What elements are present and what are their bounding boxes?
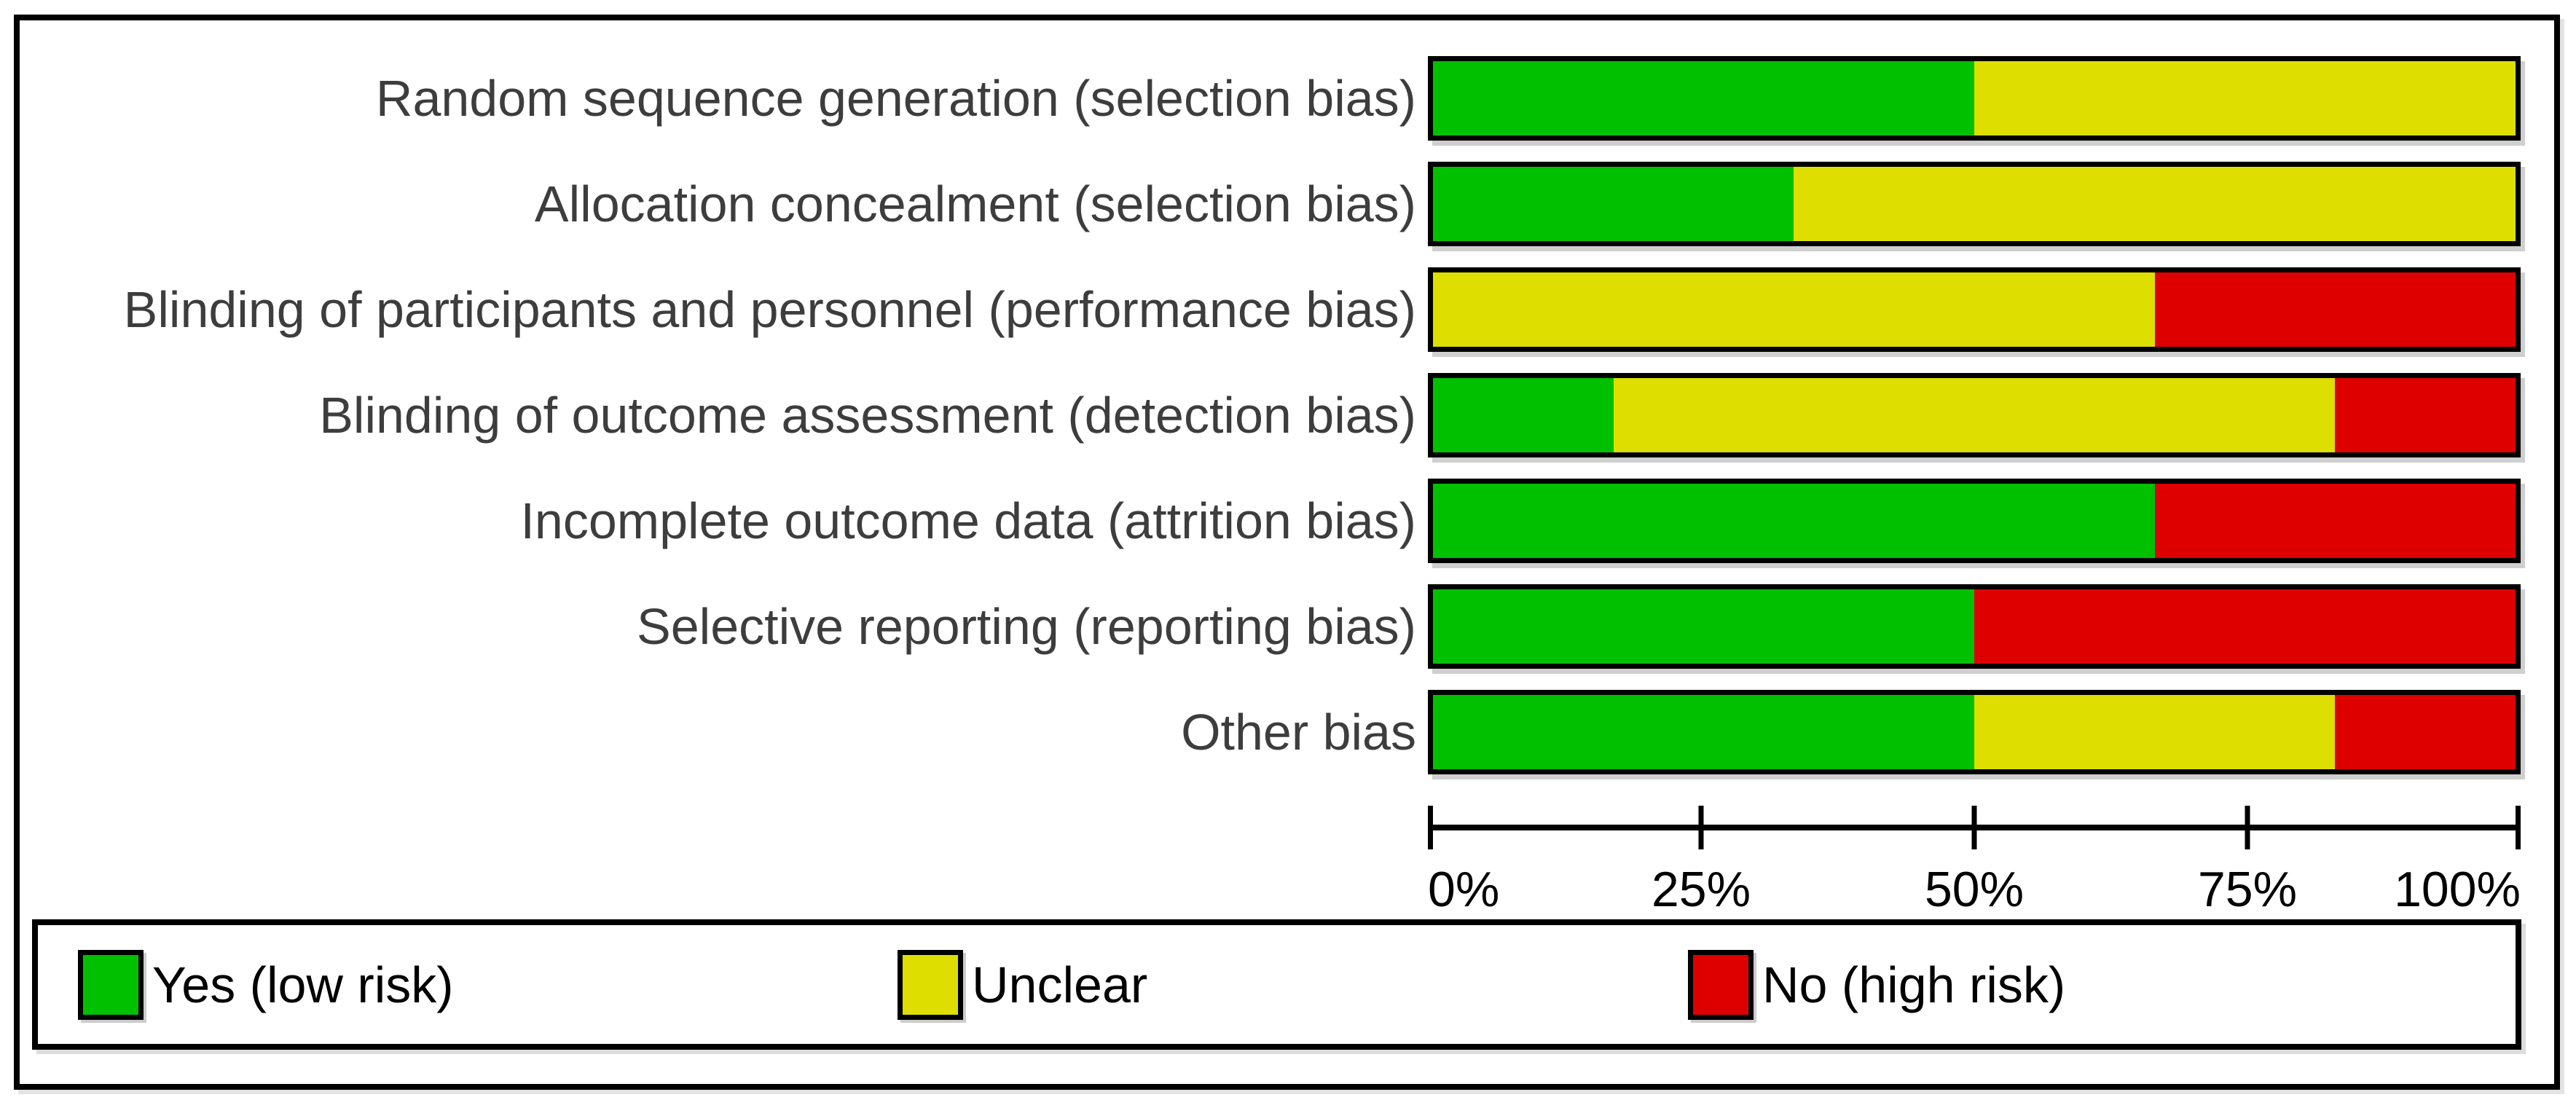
risk-domain-label: Blinding of participants and personnel (…	[123, 281, 1416, 338]
bar-segment-unclear	[1974, 695, 2335, 769]
chart-row: Incomplete outcome data (attrition bias)	[20, 479, 2554, 563]
stacked-bar	[1428, 584, 2521, 669]
bar-segment-high-risk	[2155, 484, 2516, 558]
bar-segment-low-risk	[1433, 695, 1974, 769]
stacked-bar	[1428, 267, 2521, 352]
x-axis: 0% 25% 50% 75% 100%	[1428, 806, 2521, 930]
axis-tick-label: 0%	[1428, 862, 1500, 917]
chart-row: Blinding of participants and personnel (…	[20, 267, 2554, 352]
axis-tick	[1971, 806, 1977, 849]
legend-item-high-risk: No (high risk)	[1688, 949, 2066, 1020]
risk-domain-label: Incomplete outcome data (attrition bias)	[520, 492, 1416, 549]
bar-segment-unclear	[1974, 61, 2516, 135]
legend-item-unclear: Unclear	[898, 949, 1148, 1020]
axis-tick-label: 100%	[2394, 862, 2521, 917]
stacked-bar	[1428, 690, 2521, 774]
legend: Yes (low risk) Unclear No (high risk)	[32, 919, 2521, 1050]
chart-row: Random sequence generation (selection bi…	[20, 56, 2554, 141]
legend-label: Yes (low risk)	[152, 956, 454, 1013]
axis-tick	[1698, 806, 1704, 849]
chart-row: Other bias	[20, 690, 2554, 774]
chart-row: Selective reporting (reporting bias)	[20, 584, 2554, 669]
bar-segment-low-risk	[1433, 378, 1614, 452]
bar-segment-unclear	[1433, 272, 2156, 347]
axis-tick-label: 50%	[1924, 862, 2025, 917]
bar-segment-high-risk	[2155, 272, 2516, 347]
risk-domain-label: Other bias	[1181, 704, 1416, 761]
bar-segment-low-risk	[1433, 589, 1974, 664]
legend-swatch-low-risk	[78, 949, 144, 1020]
risk-domain-label: Blinding of outcome assessment (detectio…	[319, 387, 1416, 444]
risk-domain-label: Random sequence generation (selection bi…	[375, 70, 1416, 127]
legend-swatch-unclear	[898, 949, 963, 1020]
chart-row: Allocation concealment (selection bias)	[20, 162, 2554, 246]
legend-label: Unclear	[972, 956, 1148, 1013]
axis-tick	[2516, 806, 2521, 849]
axis-tick-label: 75%	[2197, 862, 2298, 917]
chart-row: Blinding of outcome assessment (detectio…	[20, 373, 2554, 457]
bar-segment-low-risk	[1433, 484, 2156, 558]
stacked-bar	[1428, 56, 2521, 141]
axis-tick-label: 25%	[1651, 862, 1751, 917]
bar-segment-high-risk	[2335, 378, 2516, 452]
bar-segment-high-risk	[2334, 695, 2516, 769]
stacked-bar	[1428, 479, 2521, 563]
axis-tick	[1428, 806, 1433, 849]
risk-domain-label: Selective reporting (reporting bias)	[637, 598, 1416, 655]
legend-swatch-high-risk	[1688, 949, 1754, 1020]
bar-segment-unclear	[1613, 378, 2336, 452]
bars-area: Random sequence generation (selection bi…	[20, 56, 2554, 795]
axis-tick	[2245, 806, 2250, 849]
figure-border: Random sequence generation (selection bi…	[14, 15, 2560, 1090]
stacked-bar	[1428, 373, 2521, 457]
bar-segment-low-risk	[1433, 167, 1794, 241]
bar-segment-high-risk	[1974, 589, 2516, 664]
bar-segment-unclear	[1793, 167, 2516, 241]
legend-label: No (high risk)	[1762, 956, 2066, 1013]
bar-segment-low-risk	[1433, 61, 1974, 135]
stacked-bar	[1428, 162, 2521, 246]
risk-domain-label: Allocation concealment (selection bias)	[534, 176, 1416, 232]
legend-item-low-risk: Yes (low risk)	[78, 949, 454, 1020]
